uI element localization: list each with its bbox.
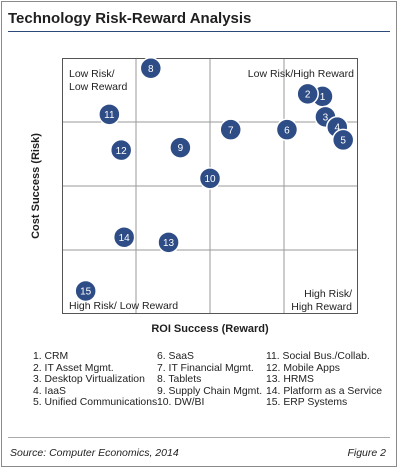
legend-column-3: 11. Social Bus./Collab. 12. Mobile Apps … xyxy=(266,351,382,409)
data-point-label-13: 13 xyxy=(163,238,175,249)
data-point-14 xyxy=(112,225,136,249)
legend-item: 4. IaaS xyxy=(33,385,66,397)
legend-item: 6. SaaS xyxy=(157,351,194,362)
legend-item: 11. Social Bus./Collab. xyxy=(266,351,370,362)
quadrant-label-bottom-right: High Risk/ xyxy=(304,288,352,300)
data-point-label-5: 5 xyxy=(340,136,346,147)
data-point-8 xyxy=(139,58,163,80)
data-point-10 xyxy=(198,167,222,190)
legend-column-2: 6. SaaS 7. IT Financial Mgmt. 8. Tablets… xyxy=(157,351,262,409)
data-point-5 xyxy=(331,128,355,152)
data-point-15 xyxy=(74,279,97,303)
data-point-11 xyxy=(98,103,121,126)
chart-title: Technology Risk-Reward Analysis xyxy=(8,10,252,27)
data-point-label-4: 4 xyxy=(334,123,340,134)
legend-item: 5. Unified Communications xyxy=(33,397,158,408)
footer-divider xyxy=(8,437,390,438)
legend-item: 8. Tablets xyxy=(157,374,202,385)
data-point-label-1: 1 xyxy=(320,92,326,103)
data-point-label-6: 6 xyxy=(284,125,290,136)
data-point-2 xyxy=(296,82,319,106)
data-point-label-10: 10 xyxy=(204,174,216,185)
legend-item: 12. Mobile Apps xyxy=(266,362,340,374)
data-point-6 xyxy=(275,118,299,141)
data-point-label-9: 9 xyxy=(178,143,184,154)
data-point-9 xyxy=(169,136,192,159)
quadrant-label-top-left: Low Risk/ xyxy=(69,68,115,80)
data-point-12 xyxy=(109,138,133,162)
legend: 1. CRM 2. IT Asset Mgmt. 3. Desktop Virt… xyxy=(33,351,393,409)
legend-item: 9. Supply Chain Mgmt. xyxy=(157,385,263,397)
legend-item: 7. IT Financial Mgmt. xyxy=(157,362,254,374)
data-point-label-7: 7 xyxy=(228,125,234,136)
legend-item: 15. ERP Systems xyxy=(266,397,348,408)
quadrant-label-bottom-left: High Risk/ Low Reward xyxy=(69,300,178,312)
quadrant-label-top-right: Low Risk/High Reward xyxy=(248,68,354,80)
data-point-13 xyxy=(157,231,180,254)
figure-number: Figure 2 xyxy=(347,447,386,459)
legend-item: 1. CRM xyxy=(33,351,69,362)
data-point-label-15: 15 xyxy=(80,287,92,298)
data-point-7 xyxy=(219,118,242,141)
plot-border xyxy=(62,58,358,314)
source-note: Source: Computer Economics, 2014 xyxy=(10,447,179,459)
data-point-label-12: 12 xyxy=(116,146,128,157)
title-divider xyxy=(8,31,390,32)
legend-item: 14. Platform as a Service xyxy=(266,385,383,397)
data-point-label-11: 11 xyxy=(104,110,115,121)
data-point-label-8: 8 xyxy=(148,64,154,75)
legend-column-1: 1. CRM 2. IT Asset Mgmt. 3. Desktop Virt… xyxy=(33,351,157,409)
legend-item: 2. IT Asset Mgmt. xyxy=(33,362,114,374)
y-axis-label: Cost Success (Risk) xyxy=(30,133,42,239)
legend-item: 3. Desktop Virtualization xyxy=(33,374,145,385)
x-axis-label: ROI Success (Reward) xyxy=(151,323,269,335)
data-point-label-3: 3 xyxy=(323,112,329,123)
quadrant-label-top-left: Low Reward xyxy=(69,81,128,93)
legend-item: 10. DW/BI xyxy=(157,397,205,408)
data-point-label-14: 14 xyxy=(119,233,131,244)
scatter-plot: Low Risk/Low Reward Low Risk/High Reward H… xyxy=(62,58,358,314)
legend-item: 13. HRMS xyxy=(266,374,314,385)
quadrant-label-bottom-right: High Reward xyxy=(291,301,352,313)
data-point-label-2: 2 xyxy=(305,89,311,100)
